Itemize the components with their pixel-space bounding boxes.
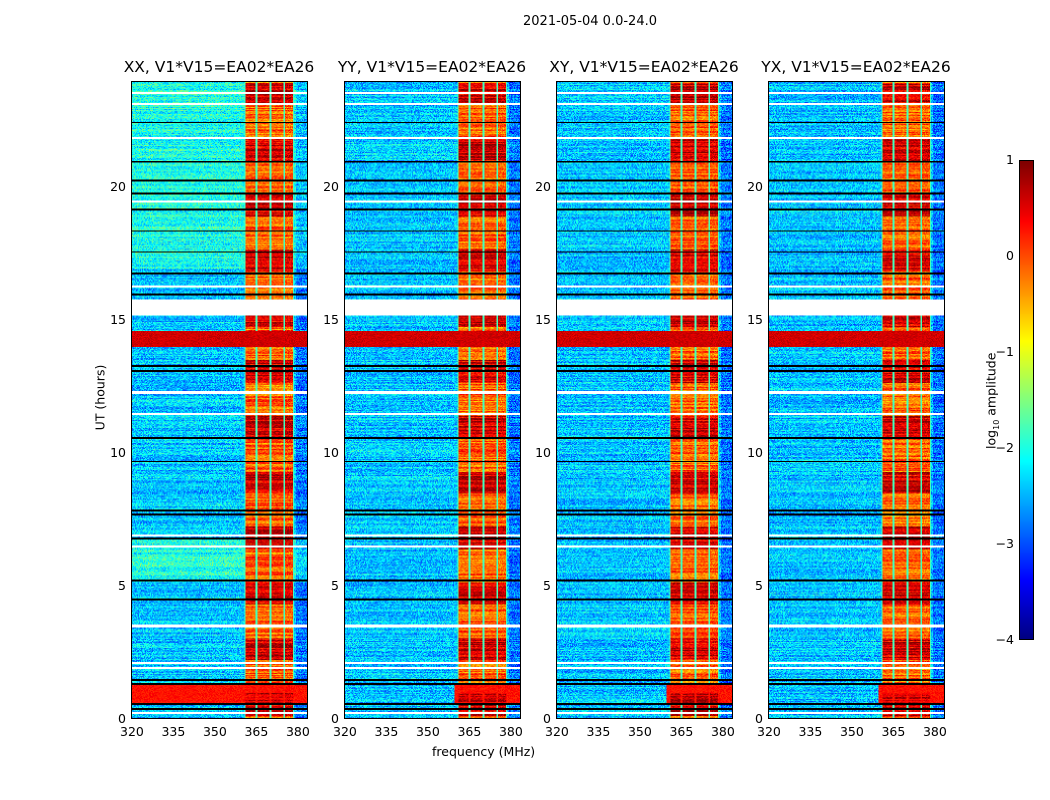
colorbar [1019, 160, 1034, 640]
y-tick-label: 10 [323, 445, 339, 461]
colorbar-tick-label: −3 [995, 536, 1014, 551]
colorbar-tick-label: 0 [1006, 248, 1014, 263]
x-axis-label: frequency (MHz) [432, 744, 536, 759]
x-tick-label: 350 [202, 724, 227, 739]
x-tick-label: 320 [545, 724, 569, 739]
colorbar-label-main: log [983, 429, 999, 449]
y-tick-label: 20 [110, 179, 126, 195]
colorbar-label: log10 amplitude [983, 351, 1001, 451]
x-tick-label: 350 [627, 724, 652, 739]
x-tick-label: 365 [669, 724, 694, 739]
colorbar-tick-label: −4 [995, 632, 1014, 647]
y-tick-label: 20 [535, 179, 551, 195]
x-tick-label: 380 [922, 724, 947, 739]
x-tick-label: 350 [415, 724, 440, 739]
colorbar-label-rest: amplitude [983, 352, 999, 420]
heatmap-xx [131, 81, 308, 719]
y-tick-label: 0 [543, 711, 551, 726]
y-tick-label: 20 [323, 179, 339, 195]
y-tick-label: 0 [118, 711, 126, 726]
colorbar-tick-label: 1 [1006, 152, 1014, 167]
heatmap-yx [768, 81, 945, 719]
y-tick-label: 5 [755, 578, 763, 594]
x-tick-label: 335 [586, 724, 611, 739]
heatmap-xy [556, 81, 733, 719]
figure-title: 2021-05-04 0.0-24.0 [523, 14, 657, 29]
x-tick-label: 380 [498, 724, 523, 739]
x-tick-label: 380 [710, 724, 735, 739]
x-tick-label: 320 [757, 724, 781, 739]
y-tick-label: 20 [747, 179, 763, 195]
y-tick-label: 10 [535, 445, 551, 461]
y-tick-label: 15 [110, 312, 126, 328]
colorbar-tick-label: −1 [995, 344, 1014, 359]
y-tick-label: 15 [747, 312, 763, 328]
panel-title: YY, V1*V15=EA02*EA26 [337, 58, 527, 76]
x-tick-label: 365 [881, 724, 906, 739]
x-tick-label: 365 [457, 724, 482, 739]
y-axis-label: UT (hours) [92, 364, 108, 431]
y-tick-label: 5 [543, 578, 551, 594]
panel-title: YX, V1*V15=EA02*EA26 [761, 58, 951, 76]
x-tick-label: 320 [333, 724, 357, 739]
y-tick-label: 5 [118, 578, 126, 594]
heatmap-yy [344, 81, 521, 719]
colorbar-tick-label: −2 [995, 440, 1014, 455]
x-tick-label: 350 [839, 724, 864, 739]
x-tick-label: 320 [120, 724, 144, 739]
y-tick-label: 15 [323, 312, 339, 328]
x-tick-label: 335 [161, 724, 186, 739]
x-tick-label: 380 [285, 724, 310, 739]
x-tick-label: 365 [244, 724, 269, 739]
y-tick-label: 0 [331, 711, 339, 726]
panel-title: XX, V1*V15=EA02*EA26 [123, 58, 315, 76]
y-tick-label: 10 [110, 445, 126, 461]
y-tick-label: 10 [747, 445, 763, 461]
y-tick-label: 15 [535, 312, 551, 328]
x-tick-label: 335 [374, 724, 399, 739]
x-tick-label: 335 [798, 724, 823, 739]
y-tick-label: 5 [331, 578, 339, 594]
y-tick-label: 0 [755, 711, 763, 726]
panel-title: XY, V1*V15=EA02*EA26 [549, 58, 739, 76]
colorbar-label-sub: 10 [991, 419, 1001, 430]
